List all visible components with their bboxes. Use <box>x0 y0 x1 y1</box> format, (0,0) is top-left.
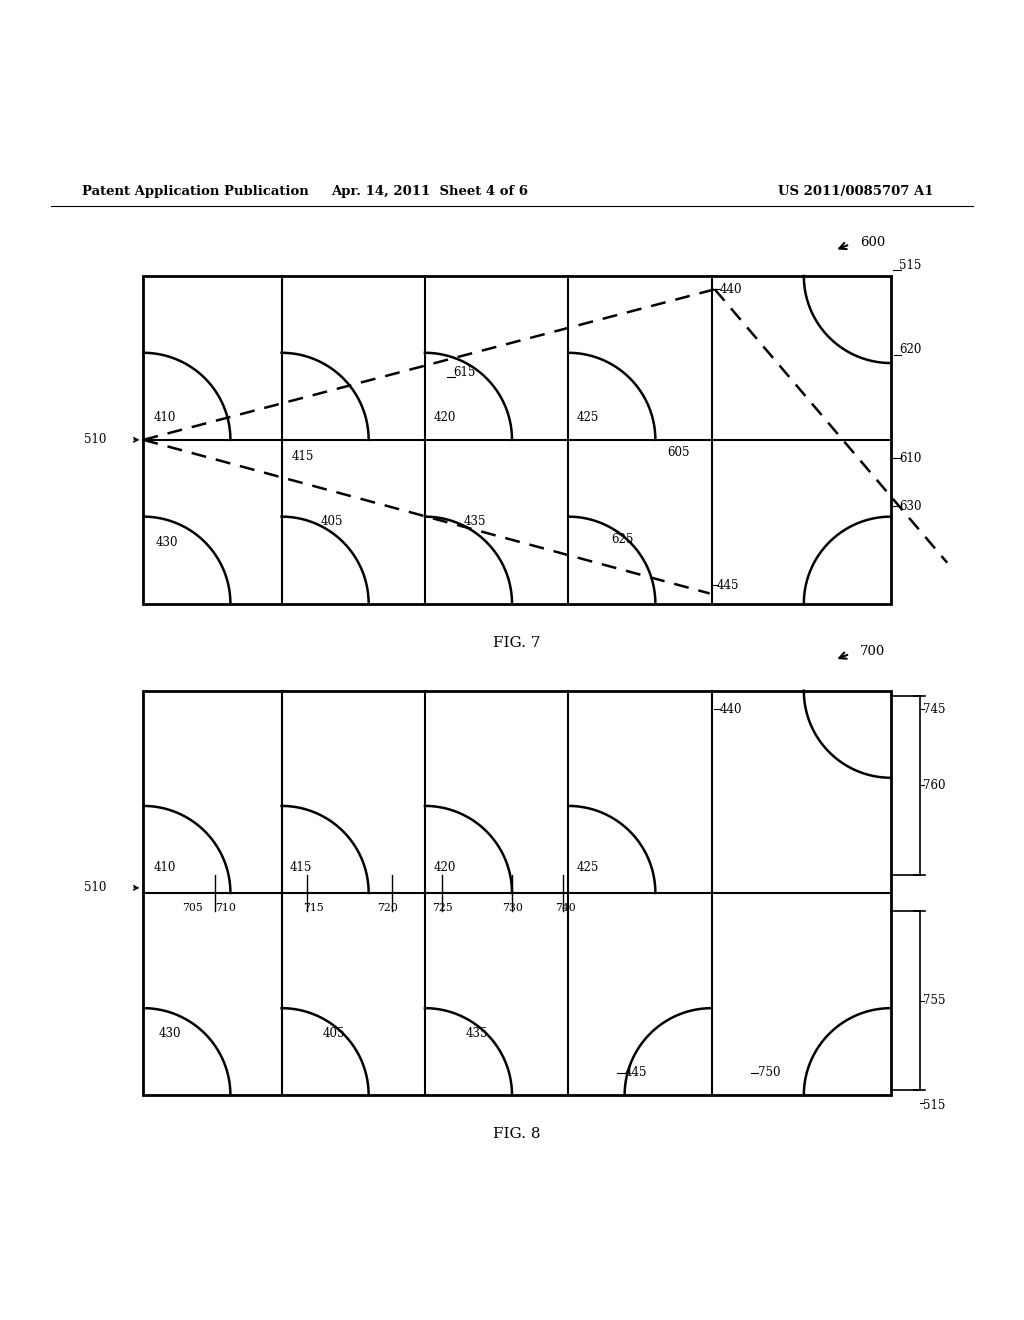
Text: 725: 725 <box>432 903 453 913</box>
Text: 425: 425 <box>577 861 599 874</box>
Text: 405: 405 <box>321 515 343 528</box>
Text: 440: 440 <box>720 282 742 296</box>
Text: 605: 605 <box>668 446 690 458</box>
Text: 630: 630 <box>899 500 922 513</box>
Bar <box>143 690 891 1096</box>
Text: 410: 410 <box>154 411 176 424</box>
Text: 415: 415 <box>292 450 314 463</box>
Text: 420: 420 <box>433 861 456 874</box>
Text: 715: 715 <box>303 903 324 913</box>
Text: 600: 600 <box>860 236 886 248</box>
Text: 425: 425 <box>577 411 599 424</box>
Text: 420: 420 <box>433 411 456 424</box>
Text: 710: 710 <box>215 903 236 913</box>
Text: 705: 705 <box>182 903 203 913</box>
Text: 720: 720 <box>377 903 397 913</box>
Text: 745: 745 <box>923 702 945 715</box>
Text: 740: 740 <box>555 903 575 913</box>
Text: 750: 750 <box>758 1067 780 1080</box>
Text: 415: 415 <box>290 861 312 874</box>
Text: 435: 435 <box>466 1027 488 1040</box>
Bar <box>143 276 891 603</box>
Text: 615: 615 <box>454 366 476 379</box>
Text: 435: 435 <box>464 515 486 528</box>
Text: 430: 430 <box>159 1027 181 1040</box>
Text: 610: 610 <box>899 451 922 465</box>
Text: 445: 445 <box>717 578 739 591</box>
Text: 700: 700 <box>860 645 886 659</box>
Text: Patent Application Publication: Patent Application Publication <box>82 185 308 198</box>
Text: 730: 730 <box>502 903 522 913</box>
Text: 410: 410 <box>154 861 176 874</box>
Text: 510: 510 <box>84 433 106 446</box>
Text: 620: 620 <box>899 343 922 356</box>
Text: 755: 755 <box>923 994 945 1007</box>
Text: FIG. 7: FIG. 7 <box>494 636 541 649</box>
Text: FIG. 8: FIG. 8 <box>494 1127 541 1140</box>
Text: 440: 440 <box>720 702 742 715</box>
Text: 515: 515 <box>923 1100 945 1111</box>
Text: 760: 760 <box>923 779 945 792</box>
Text: 515: 515 <box>899 259 922 272</box>
Text: 430: 430 <box>156 536 178 549</box>
Text: 445: 445 <box>625 1067 647 1080</box>
Text: 625: 625 <box>611 533 634 545</box>
Text: Apr. 14, 2011  Sheet 4 of 6: Apr. 14, 2011 Sheet 4 of 6 <box>332 185 528 198</box>
Text: 405: 405 <box>323 1027 345 1040</box>
Text: US 2011/0085707 A1: US 2011/0085707 A1 <box>778 185 934 198</box>
Text: 510: 510 <box>84 882 106 895</box>
